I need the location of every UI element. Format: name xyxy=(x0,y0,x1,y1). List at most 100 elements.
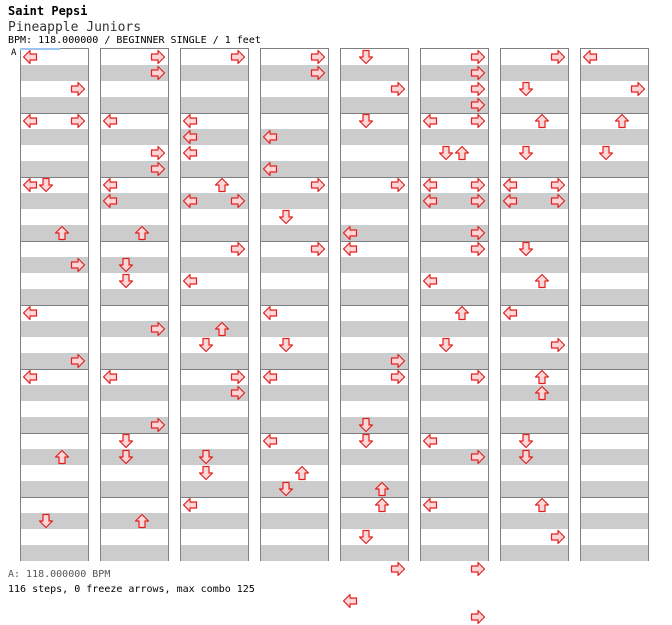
beat-band xyxy=(501,257,568,273)
beat-band xyxy=(101,257,168,273)
beat-band xyxy=(421,129,488,145)
arrow-down-icon xyxy=(118,433,134,449)
arrow-down-icon xyxy=(198,465,214,481)
beat-band xyxy=(21,513,88,529)
measure-line xyxy=(21,113,88,114)
measure-line xyxy=(101,433,168,434)
arrow-up-icon xyxy=(294,465,310,481)
arrow-right-icon xyxy=(310,49,326,65)
beat-band xyxy=(501,449,568,465)
beat-band xyxy=(501,161,568,177)
arrow-down-icon xyxy=(438,145,454,161)
beat-band xyxy=(21,385,88,401)
beat-band xyxy=(261,545,328,561)
arrow-left-icon xyxy=(262,369,278,385)
beat-band xyxy=(101,65,168,81)
measure-line xyxy=(501,177,568,178)
arrow-up-icon xyxy=(134,225,150,241)
beat-band xyxy=(21,257,88,273)
arrow-right-icon xyxy=(550,177,566,193)
measure-line xyxy=(501,497,568,498)
beat-band xyxy=(501,97,568,113)
arrow-right-icon xyxy=(230,369,246,385)
beat-band xyxy=(341,289,408,305)
arrow-right-icon xyxy=(390,353,406,369)
beat-band xyxy=(581,257,648,273)
beat-band xyxy=(181,225,248,241)
arrow-down-icon xyxy=(358,49,374,65)
beat-band xyxy=(101,353,168,369)
arrow-up-icon xyxy=(374,481,390,497)
beat-band xyxy=(101,97,168,113)
beat-band xyxy=(181,321,248,337)
beat-band xyxy=(581,129,648,145)
beat-band xyxy=(21,193,88,209)
beat-band xyxy=(501,545,568,561)
arrow-up-icon xyxy=(534,113,550,129)
beat-band xyxy=(21,289,88,305)
beat-band xyxy=(261,321,328,337)
beat-band xyxy=(341,449,408,465)
beat-band xyxy=(261,161,328,177)
beat-band xyxy=(101,193,168,209)
beat-band xyxy=(421,481,488,497)
arrow-down-icon xyxy=(278,337,294,353)
arrow-right-icon xyxy=(150,161,166,177)
arrow-up-icon xyxy=(454,145,470,161)
beat-band xyxy=(261,129,328,145)
measure-line xyxy=(501,433,568,434)
measure-line xyxy=(421,369,488,370)
beat-band xyxy=(181,65,248,81)
beat-band xyxy=(341,385,408,401)
measure-line xyxy=(421,241,488,242)
beat-band xyxy=(501,129,568,145)
beat-band xyxy=(581,353,648,369)
measure-line xyxy=(341,305,408,306)
beat-band xyxy=(581,289,648,305)
beat-band xyxy=(341,353,408,369)
artist-name: Saint Pepsi xyxy=(8,4,88,18)
beat-band xyxy=(421,65,488,81)
arrow-down-icon xyxy=(278,481,294,497)
measure-line xyxy=(421,433,488,434)
beat-band xyxy=(421,385,488,401)
beat-band xyxy=(101,129,168,145)
arrow-down-icon xyxy=(38,177,54,193)
arrow-right-icon xyxy=(70,257,86,273)
beat-band xyxy=(21,417,88,433)
arrow-right-icon xyxy=(550,529,566,545)
arrow-up-icon xyxy=(54,449,70,465)
arrow-right-icon xyxy=(630,81,646,97)
arrow-right-icon xyxy=(470,449,486,465)
arrow-right-icon xyxy=(470,609,486,625)
arrow-right-icon xyxy=(230,193,246,209)
arrow-right-icon xyxy=(550,49,566,65)
measure-line xyxy=(21,369,88,370)
measure-line xyxy=(21,433,88,434)
measure-line xyxy=(341,497,408,498)
arrow-left-icon xyxy=(422,433,438,449)
beat-band xyxy=(341,481,408,497)
arrow-down-icon xyxy=(438,337,454,353)
beat-band xyxy=(581,97,648,113)
beat-band xyxy=(181,449,248,465)
beat-band xyxy=(181,193,248,209)
arrow-right-icon xyxy=(70,113,86,129)
arrow-left-icon xyxy=(422,113,438,129)
arrow-right-icon xyxy=(390,561,406,577)
arrow-left-icon xyxy=(182,497,198,513)
beat-band xyxy=(341,513,408,529)
measure-line xyxy=(21,497,88,498)
beat-band xyxy=(261,513,328,529)
beat-band xyxy=(261,225,328,241)
arrow-right-icon xyxy=(150,65,166,81)
beat-band xyxy=(101,513,168,529)
beat-band xyxy=(581,385,648,401)
measure-line xyxy=(101,497,168,498)
arrow-down-icon xyxy=(278,209,294,225)
beat-band xyxy=(501,417,568,433)
measure-line xyxy=(341,177,408,178)
arrow-down-icon xyxy=(358,433,374,449)
arrow-left-icon xyxy=(422,273,438,289)
arrow-down-icon xyxy=(198,337,214,353)
